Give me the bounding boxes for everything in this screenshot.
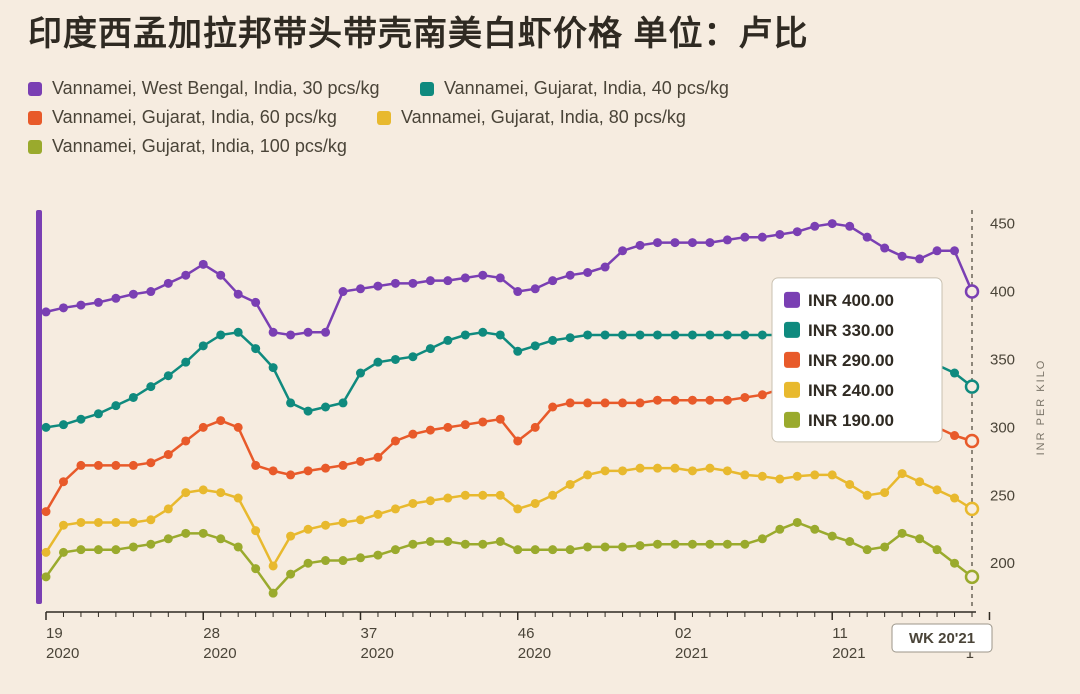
svg-text:INR PER KILO: INR PER KILO [1035, 359, 1047, 456]
legend-item[interactable]: Vannamei, Gujarat, India, 100 pcs/kg [28, 136, 347, 159]
svg-text:2020: 2020 [46, 645, 79, 662]
chart-tooltip: INR 400.00 INR 330.00 INR 290.00 INR 240.00… [772, 278, 942, 442]
svg-text:2020: 2020 [203, 645, 236, 662]
legend-swatch [377, 111, 391, 125]
legend-label: Vannamei, Gujarat, India, 80 pcs/kg [401, 107, 686, 128]
chart-legend: Vannamei, West Bengal, India, 30 pcs/kg V… [28, 78, 1040, 159]
legend-label: Vannamei, Gujarat, India, 40 pcs/kg [444, 78, 729, 99]
svg-text:37: 37 [360, 625, 377, 642]
legend-item[interactable]: Vannamei, Gujarat, India, 60 pcs/kg [28, 107, 337, 130]
legend-swatch [28, 82, 42, 96]
legend-label: Vannamei, Gujarat, India, 60 pcs/kg [52, 107, 337, 128]
svg-text:450: 450 [990, 216, 1015, 233]
svg-text:400: 400 [990, 284, 1015, 301]
legend-swatch [420, 82, 434, 96]
legend-swatch [28, 111, 42, 125]
svg-text:WK 20'21: WK 20'21 [909, 630, 975, 647]
svg-text:02: 02 [675, 625, 692, 642]
legend-item[interactable]: Vannamei, Gujarat, India, 40 pcs/kg [420, 78, 729, 101]
svg-text:350: 350 [990, 351, 1015, 368]
legend-label: Vannamei, West Bengal, India, 30 pcs/kg [52, 78, 380, 99]
legend-label: Vannamei, Gujarat, India, 100 pcs/kg [52, 136, 347, 157]
svg-text:46: 46 [518, 625, 535, 642]
svg-text:2020: 2020 [360, 645, 393, 662]
svg-text:28: 28 [203, 625, 220, 642]
legend-item[interactable]: Vannamei, Gujarat, India, 80 pcs/kg [377, 107, 686, 130]
svg-text:INR 330.00: INR 330.00 [808, 321, 894, 340]
svg-text:INR 400.00: INR 400.00 [808, 291, 894, 310]
svg-text:300: 300 [990, 419, 1015, 436]
price-chart: 1920202820203720204620200220211120211200… [28, 210, 1052, 670]
week-badge: WK 20'21 [892, 624, 992, 652]
svg-text:INR 240.00: INR 240.00 [808, 381, 894, 400]
svg-text:2021: 2021 [675, 645, 708, 662]
svg-text:200: 200 [990, 555, 1015, 572]
page-title: 印度西孟加拉邦带头带壳南美白虾价格 单位：卢比 [28, 6, 808, 55]
legend-item[interactable]: Vannamei, West Bengal, India, 30 pcs/kg [28, 78, 380, 101]
page-root: 印度西孟加拉邦带头带壳南美白虾价格 单位：卢比 Vannamei, West B… [0, 0, 1080, 694]
svg-text:INR 190.00: INR 190.00 [808, 411, 894, 430]
legend-swatch [28, 140, 42, 154]
svg-text:2020: 2020 [518, 645, 551, 662]
svg-text:INR 290.00: INR 290.00 [808, 351, 894, 370]
svg-text:2021: 2021 [832, 645, 865, 662]
svg-text:250: 250 [990, 487, 1015, 504]
svg-text:11: 11 [832, 625, 848, 642]
svg-text:19: 19 [46, 625, 63, 642]
